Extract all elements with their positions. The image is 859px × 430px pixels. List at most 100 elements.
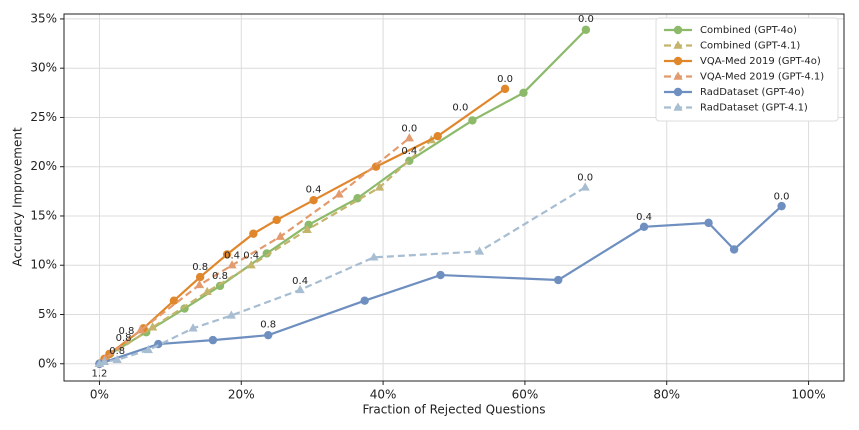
y-tick-label: 20% bbox=[30, 159, 57, 173]
marker bbox=[334, 189, 344, 198]
marker bbox=[194, 279, 205, 289]
marker bbox=[729, 245, 739, 254]
marker bbox=[436, 270, 445, 280]
marker bbox=[519, 88, 528, 98]
y-tick-label: 10% bbox=[30, 258, 57, 272]
y-axis-label: Accuracy Improvement bbox=[11, 127, 25, 267]
x-tick-label: 80% bbox=[653, 388, 680, 402]
legend-label: Combined (GPT-4.1) bbox=[700, 41, 800, 52]
marker bbox=[673, 102, 683, 111]
marker bbox=[264, 330, 273, 340]
x-tick-label: 20% bbox=[228, 388, 255, 402]
legend-label: RadDataset (GPT-4.1) bbox=[700, 103, 808, 114]
series bbox=[94, 182, 590, 367]
marker bbox=[275, 231, 285, 240]
marker bbox=[309, 196, 318, 205]
annotation: 0.4 bbox=[636, 212, 652, 223]
legend-box bbox=[655, 17, 839, 122]
marker bbox=[222, 250, 232, 259]
marker bbox=[433, 131, 442, 141]
annotation: 0.0 bbox=[497, 74, 513, 85]
marker bbox=[188, 323, 198, 332]
annotation: 0.8 bbox=[192, 262, 208, 273]
y-tick-label: 35% bbox=[30, 11, 57, 25]
y-tick-label: 30% bbox=[30, 61, 57, 75]
annotation: 0.0 bbox=[577, 173, 593, 184]
annotation: 0.8 bbox=[118, 326, 134, 337]
plot-frame bbox=[63, 13, 845, 382]
marker bbox=[112, 354, 122, 364]
marker bbox=[143, 344, 153, 354]
marker bbox=[135, 325, 146, 334]
marker bbox=[639, 222, 649, 232]
marker bbox=[360, 296, 369, 305]
annotation: 1.2 bbox=[92, 369, 108, 380]
marker bbox=[226, 310, 236, 319]
marker bbox=[673, 25, 683, 35]
marker bbox=[105, 349, 114, 359]
annotation: 0.8 bbox=[116, 333, 132, 344]
marker bbox=[777, 201, 786, 211]
annotation: 0.4 bbox=[306, 184, 322, 195]
legend-label: VQA-Med 2019 (GPT-4.1) bbox=[700, 72, 824, 83]
annotation: 0.0 bbox=[578, 14, 594, 25]
marker bbox=[208, 335, 218, 345]
x-tick-label: 40% bbox=[370, 388, 397, 402]
marker bbox=[302, 224, 312, 233]
marker bbox=[202, 286, 212, 296]
annotation: 0.8 bbox=[109, 346, 125, 357]
marker bbox=[262, 249, 271, 258]
series bbox=[95, 201, 786, 368]
annotation: 0.4 bbox=[401, 146, 417, 157]
annotation: 0.8 bbox=[260, 319, 276, 330]
y-tick-label: 15% bbox=[30, 208, 57, 222]
marker bbox=[468, 116, 477, 125]
annotation: 0.0 bbox=[452, 103, 468, 114]
marker bbox=[371, 162, 381, 171]
marker bbox=[169, 296, 179, 305]
marker bbox=[474, 246, 485, 255]
annotation: 0.0 bbox=[401, 123, 417, 134]
x-tick-label: 60% bbox=[512, 388, 539, 402]
marker bbox=[227, 260, 237, 269]
marker bbox=[673, 71, 683, 80]
x-tick-label: 100% bbox=[791, 388, 825, 402]
marker bbox=[195, 272, 205, 282]
marker bbox=[374, 182, 385, 191]
y-tick-label: 25% bbox=[30, 110, 57, 124]
annotation: 0.0 bbox=[774, 191, 790, 202]
marker bbox=[249, 229, 258, 238]
marker bbox=[369, 252, 379, 261]
annotation: 0.4 bbox=[292, 276, 308, 287]
marker bbox=[99, 356, 110, 365]
marker bbox=[673, 56, 683, 66]
marker bbox=[500, 84, 510, 94]
marker bbox=[246, 260, 256, 269]
marker bbox=[580, 182, 590, 191]
marker bbox=[673, 40, 683, 49]
legend-label: Combined (GPT-4o) bbox=[700, 25, 797, 36]
marker bbox=[554, 275, 563, 285]
line bbox=[98, 139, 433, 365]
annotation: 0.4 bbox=[224, 250, 240, 261]
y-tick-label: 0% bbox=[38, 356, 57, 370]
x-tick-label: 0% bbox=[90, 388, 109, 402]
annotation: 0.8 bbox=[212, 271, 228, 282]
annotation: 0.4 bbox=[243, 250, 259, 261]
marker bbox=[581, 25, 591, 34]
marker bbox=[404, 133, 414, 142]
marker bbox=[704, 218, 713, 228]
legend: Combined (GPT-4o) Combined (GPT-4.1) VQA-M… bbox=[655, 17, 839, 122]
marker bbox=[272, 215, 281, 225]
legend-label: VQA-Med 2019 (GPT-4o) bbox=[700, 56, 821, 67]
line bbox=[98, 137, 411, 365]
marker bbox=[295, 284, 305, 294]
marker bbox=[673, 87, 683, 97]
y-tick-label: 5% bbox=[38, 307, 57, 321]
x-axis-label: Fraction of Rejected Questions bbox=[362, 403, 545, 417]
line bbox=[99, 186, 586, 365]
marker bbox=[148, 322, 158, 331]
legend-label: RadDataset (GPT-4o) bbox=[700, 87, 805, 98]
